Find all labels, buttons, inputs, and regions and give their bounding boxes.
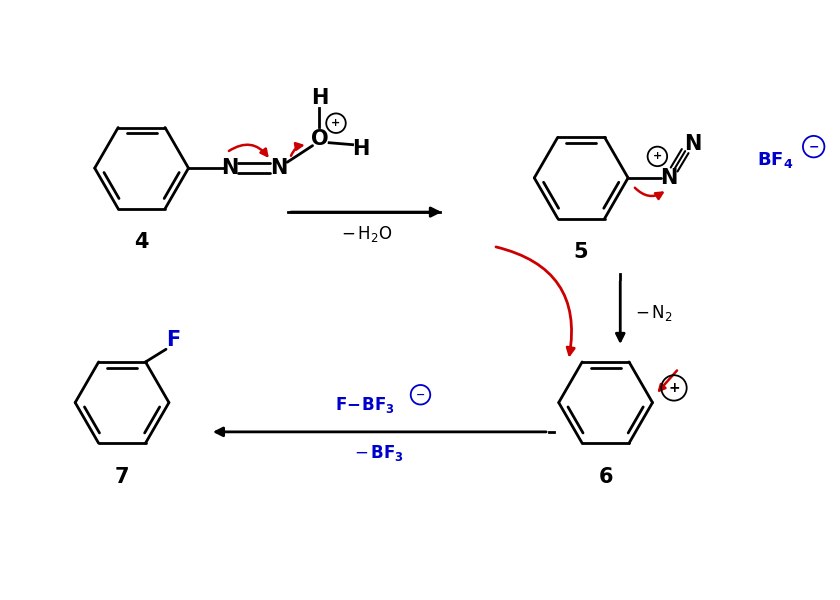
Text: N: N bbox=[684, 134, 701, 154]
Text: N: N bbox=[270, 158, 287, 178]
Text: 4: 4 bbox=[134, 232, 149, 253]
Text: 5: 5 bbox=[574, 242, 589, 262]
Text: +: + bbox=[653, 151, 662, 161]
Text: F: F bbox=[165, 331, 180, 350]
Text: $\mathbf{F\!-\!BF_3}$: $\mathbf{F\!-\!BF_3}$ bbox=[335, 395, 395, 415]
Text: $-\,\mathbf{BF_3}$: $-\,\mathbf{BF_3}$ bbox=[354, 443, 404, 463]
Text: $-\,\mathrm{N_2}$: $-\,\mathrm{N_2}$ bbox=[635, 302, 672, 323]
Text: +: + bbox=[668, 381, 680, 395]
Text: 7: 7 bbox=[115, 467, 129, 487]
Text: $-\,\mathrm{H_2O}$: $-\,\mathrm{H_2O}$ bbox=[340, 224, 392, 244]
Text: 6: 6 bbox=[598, 467, 613, 487]
Text: +: + bbox=[331, 118, 340, 128]
Text: $\mathbf{BF_4}$: $\mathbf{BF_4}$ bbox=[757, 151, 794, 170]
Text: −: − bbox=[416, 390, 425, 400]
Text: N: N bbox=[660, 168, 678, 188]
Text: O: O bbox=[311, 129, 328, 149]
Text: H: H bbox=[311, 88, 328, 108]
Text: N: N bbox=[221, 158, 239, 178]
Text: −: − bbox=[808, 140, 819, 153]
Text: H: H bbox=[352, 139, 369, 158]
